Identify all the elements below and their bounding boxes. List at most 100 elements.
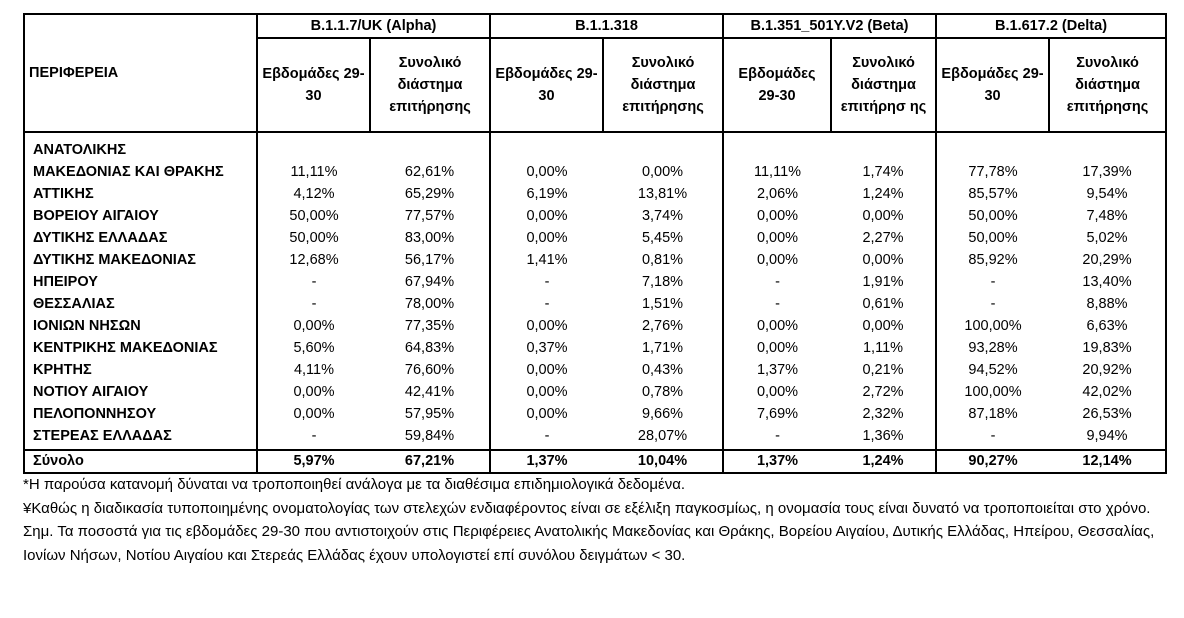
total-period-value: 78,00% (404, 296, 455, 312)
region-name: ΚΡΗΤΗΣ (23, 359, 257, 381)
total-period-value: 1,74% (862, 164, 904, 180)
variant-header-alpha: B.1.1.7/UK (Alpha) (256, 13, 491, 39)
weeks-value: 4,12% (256, 183, 370, 205)
total-period-value: 42,41% (404, 384, 455, 400)
table-row: ΘΕΣΣΑΛΙΑΣ -78,00% -1,51% -0,61% -8,88% (23, 293, 1168, 315)
table-row: ΗΠΕΙΡΟΥ -67,94% -7,18% -1,91% -13,40% (23, 271, 1168, 293)
weeks-value: 90,27% (935, 449, 1050, 474)
table-row: ΚΡΗΤΗΣ 4,11% 76,60% 0,00% 0,43% 1,37% 0,21% 94,… (23, 359, 1168, 381)
weeks-value: 11,11% (256, 132, 370, 183)
weeks-value: 50,00% (256, 205, 370, 227)
region-name: ΒΟΡΕΙΟΥ ΑΙΓΑΙΟΥ (23, 205, 257, 227)
weeks-value: 12,68% (256, 249, 370, 271)
region-name-line: ΑΝΑΤΟΛΙΚΗΣ (33, 142, 127, 158)
weeks-value: 0,00% (722, 381, 832, 403)
total-period-value: 10,04% (603, 449, 724, 474)
footnotes: *Η παρούσα κατανομή δύναται να τροποποιη… (23, 473, 1173, 567)
weeks-value: 0,00% (722, 205, 832, 227)
subheader-total-period: Συνολικό διάστημα επιτήρησ ης (830, 37, 938, 133)
total-period-value: 1,11% (862, 340, 904, 356)
weeks-value: 77,78% (935, 132, 1050, 183)
weeks-value: 0,00% (256, 403, 370, 425)
total-period-value: 19,83% (1049, 337, 1168, 359)
region-name: ΚΕΝΤΡΙΚΗΣ ΜΑΚΕΔΟΝΙΑΣ (23, 337, 257, 359)
total-period-value: 59,84% (404, 428, 455, 444)
variant-distribution-table: ΠΕΡΙΦΕΡΕΙΑ B.1.1.7/UK (Alpha) B.1.1.318 … (23, 13, 1168, 474)
table-row: ΒΟΡΕΙΟΥ ΑΙΓΑΙΟΥ 50,00% 77,57% 0,00% 3,74% 0,0… (23, 205, 1168, 227)
subheader-total-period: Συνολικό διάστημα επιτήρησης (1048, 37, 1168, 133)
weeks-value: - (935, 425, 1050, 450)
region-name: ΑΤΤΙΚΗΣ (23, 183, 257, 205)
total-period-value: 0,43% (641, 362, 684, 378)
weeks-value: 100,00% (935, 315, 1050, 337)
weeks-value: 5,97% (256, 449, 370, 474)
total-period-value: 64,83% (404, 340, 455, 356)
total-period-value: 2,27% (862, 230, 904, 246)
weeks-value: - (722, 425, 832, 450)
weeks-value: 1,41% (489, 249, 603, 271)
region-name: ΝΟΤΙΟΥ ΑΙΓΑΙΟΥ (23, 381, 257, 403)
weeks-value: - (489, 425, 603, 450)
total-period-value: 13,81% (637, 186, 688, 202)
region-name: ΘΕΣΣΑΛΙΑΣ (23, 293, 257, 315)
weeks-value: 94,52% (935, 359, 1050, 381)
total-period-value: 2,76% (641, 318, 684, 334)
total-period-value: 76,60% (404, 362, 455, 378)
region-name: ΔΥΤΙΚΗΣ ΕΛΛΑΔΑΣ (23, 227, 257, 249)
total-period-value: 9,54% (1049, 183, 1168, 205)
footnote-distribution: *Η παρούσα κατανομή δύναται να τροποποιη… (23, 476, 686, 493)
total-period-value: 2,72% (862, 384, 904, 400)
weeks-value: 2,06% (722, 183, 832, 205)
table-row: ΙΟΝΙΩΝ ΝΗΣΩΝ 0,00% 77,35% 0,00% 2,76% 0,00% 0,… (23, 315, 1168, 337)
total-period-value: 0,78% (641, 384, 684, 400)
weeks-value: 0,00% (489, 315, 603, 337)
weeks-value: 0,00% (489, 381, 603, 403)
total-period-value: 1,24% (862, 186, 904, 202)
weeks-value: 4,11% (256, 359, 370, 381)
total-period-value: 1,91% (862, 274, 904, 290)
weeks-value: 0,00% (256, 315, 370, 337)
subheader-total-period: Συνολικό διάστημα επιτήρησης (369, 37, 491, 133)
weeks-value: 93,28% (935, 337, 1050, 359)
table-row: ΠΕΛΟΠΟΝΝΗΣΟΥ 0,00% 57,95% 0,00% 9,66% 7,69% 2,… (23, 403, 1168, 425)
total-period-value: 20,29% (1049, 249, 1168, 271)
region-name: ΗΠΕΙΡΟΥ (23, 271, 257, 293)
region-name: ΑΝΑΤΟΛΙΚΗΣ ΜΑΚΕΔΟΝΙΑΣ ΚΑΙ ΘΡΑΚΗΣ (23, 132, 257, 183)
region-column-header: ΠΕΡΙΦΕΡΕΙΑ (23, 13, 258, 133)
variant-header-beta: B.1.351_501Y.V2 (Beta) (722, 13, 938, 39)
total-period-value: 0,81% (641, 252, 684, 268)
weeks-value: 0,00% (489, 403, 603, 425)
weeks-value: 1,37% (722, 449, 832, 474)
table-row: ΣΤΕΡΕΑΣ ΕΛΛΑΔΑΣ -59,84% -28,07% -1,36% -9,94… (23, 425, 1168, 450)
total-period-value: 0,61% (862, 296, 904, 312)
total-period-value: 0,21% (862, 362, 904, 378)
total-period-value: 1,71% (641, 340, 684, 356)
total-period-value: 3,74% (641, 208, 684, 224)
weeks-value: 0,00% (722, 227, 832, 249)
weeks-value: 87,18% (935, 403, 1050, 425)
subheader-weeks: Εβδομάδες 29-30 (256, 37, 371, 133)
region-name: ΔΥΤΙΚΗΣ ΜΑΚΕΔΟΝΙΑΣ (23, 249, 257, 271)
region-name-line: ΜΑΚΕΔΟΝΙΑΣ ΚΑΙ ΘΡΑΚΗΣ (33, 164, 224, 180)
total-period-value: 7,18% (641, 274, 684, 290)
total-period-value: 1,24% (831, 449, 937, 474)
table-row: ΝΟΤΙΟΥ ΑΙΓΑΙΟΥ 0,00% 42,41% 0,00% 0,78% 0,00%… (23, 381, 1168, 403)
table-row: ΑΤΤΙΚΗΣ 4,12% 65,29% 6,19% 13,81% 2,06% 1,24% 8… (23, 183, 1168, 205)
total-period-value: 67,94% (404, 274, 455, 290)
weeks-value: 6,19% (489, 183, 603, 205)
weeks-value: 1,37% (489, 449, 603, 474)
total-period-value: 42,02% (1049, 381, 1168, 403)
weeks-value: 0,00% (489, 132, 603, 183)
region-name: ΠΕΛΟΠΟΝΝΗΣΟΥ (23, 403, 257, 425)
total-period-value: 1,36% (862, 428, 904, 444)
weeks-value: 11,11% (722, 132, 832, 183)
weeks-value: - (489, 293, 603, 315)
subheader-weeks: Εβδομάδες 29-30 (489, 37, 604, 133)
total-period-value: 28,07% (637, 428, 688, 444)
weeks-value: - (256, 293, 370, 315)
weeks-value: 7,69% (722, 403, 832, 425)
total-row: Σύνολο 5,97% 67,21% 1,37% 10,04% 1,37% 1,24% 90… (23, 449, 1168, 474)
weeks-value: - (722, 271, 832, 293)
weeks-value: 0,00% (722, 249, 832, 271)
total-period-value: 6,63% (1049, 315, 1168, 337)
